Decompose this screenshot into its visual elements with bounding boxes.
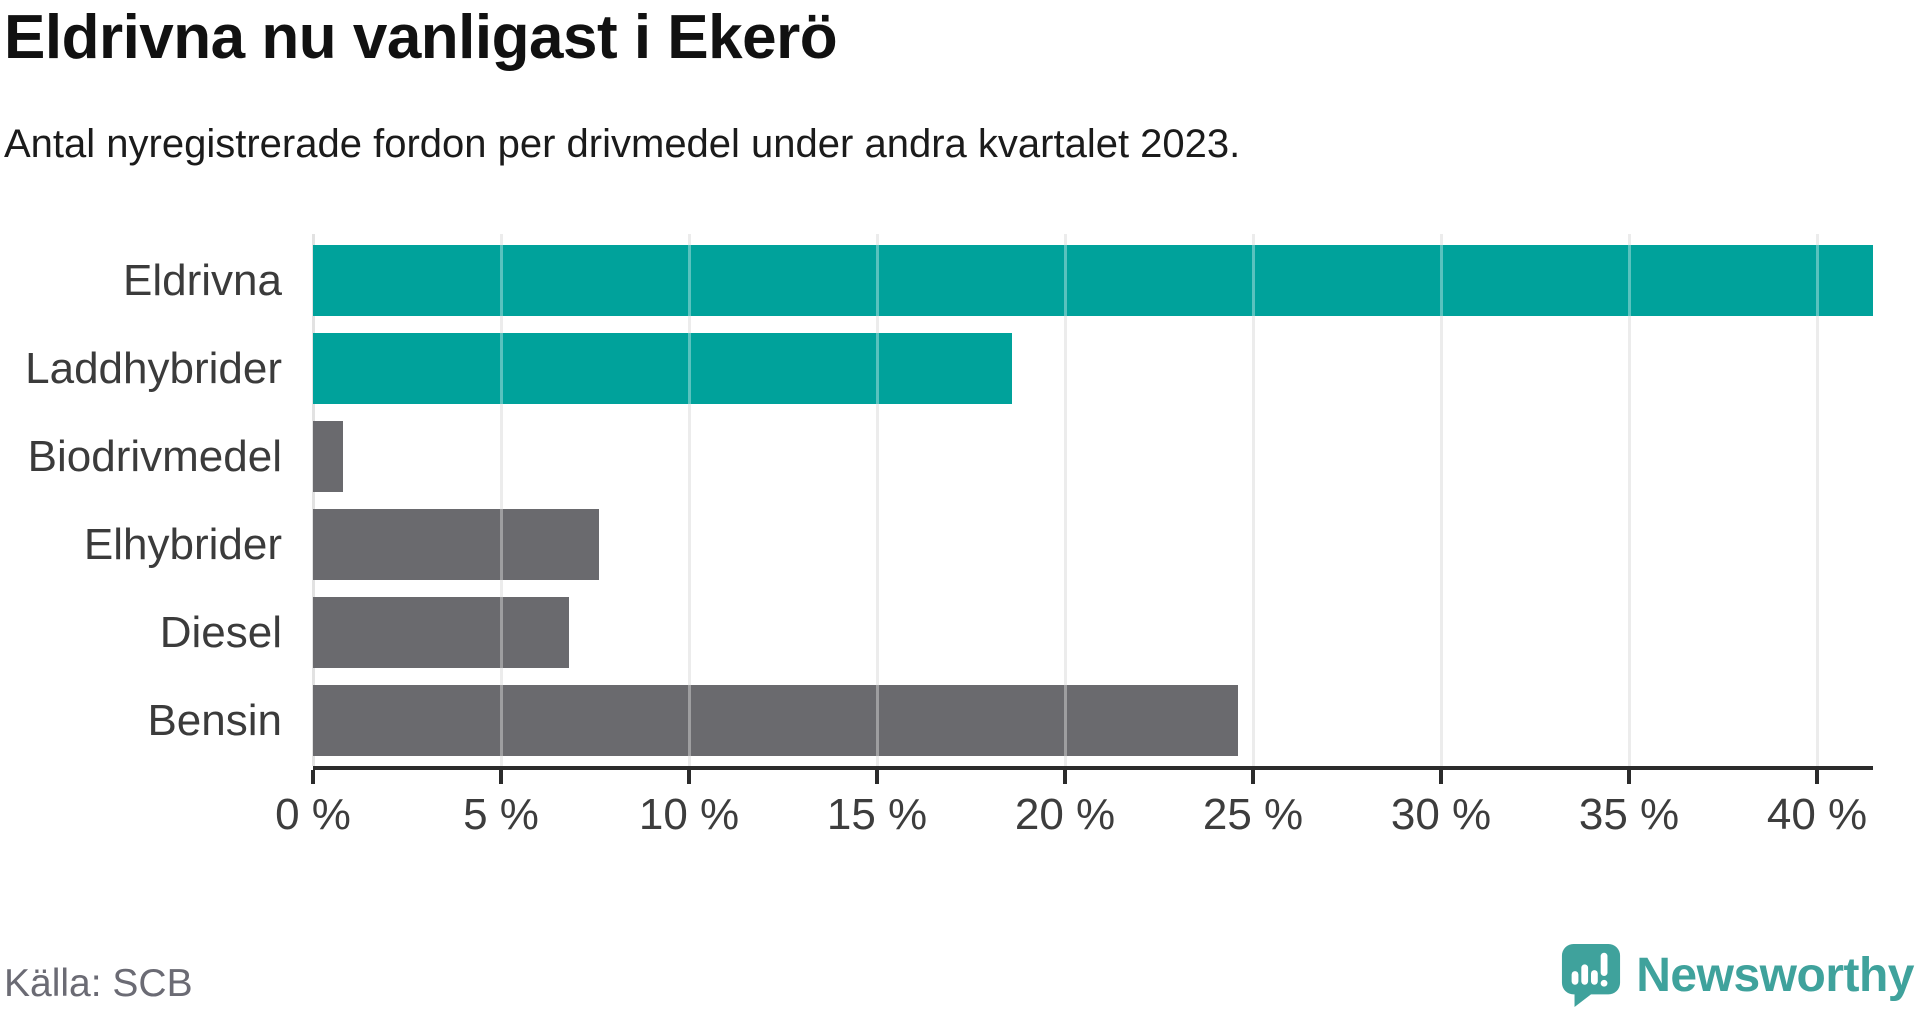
x-axis-tick-label: 15 % bbox=[826, 790, 928, 839]
gridline bbox=[1439, 234, 1443, 766]
x-axis-tick bbox=[499, 770, 503, 784]
bar-bensin bbox=[313, 685, 1238, 756]
gridline-overlay bbox=[1627, 234, 1631, 766]
bar-laddhybrider bbox=[313, 333, 1013, 404]
category-label: Eldrivna bbox=[123, 255, 282, 305]
gridline bbox=[1815, 234, 1819, 766]
bar-diesel bbox=[313, 597, 569, 668]
x-axis-tick-label: 10 % bbox=[638, 790, 740, 839]
gridline-overlay bbox=[1815, 234, 1819, 766]
source-note: Källa: SCB bbox=[4, 962, 193, 1005]
gridline bbox=[1251, 234, 1255, 766]
category-label: Elhybrider bbox=[83, 519, 282, 569]
gridline bbox=[875, 234, 879, 766]
x-axis-tick-label: 5 % bbox=[463, 790, 539, 839]
gridline-overlay bbox=[499, 234, 503, 766]
gridline bbox=[1063, 234, 1067, 766]
x-axis-tick bbox=[1251, 770, 1255, 784]
x-axis-tick-label: 30 % bbox=[1390, 790, 1492, 839]
x-axis-tick-label: 35 % bbox=[1578, 790, 1680, 839]
brand-wordmark: Newsworthy bbox=[1636, 948, 1914, 1002]
x-axis-tick bbox=[1627, 770, 1631, 784]
gridline bbox=[311, 234, 315, 766]
chart-subtitle: Antal nyregistrerade fordon per drivmede… bbox=[4, 122, 1241, 166]
x-axis-tick-label: 25 % bbox=[1202, 790, 1304, 839]
bar-biodrivmedel bbox=[313, 421, 344, 492]
newsworthy-icon bbox=[1560, 942, 1622, 1008]
category-label: Bensin bbox=[147, 695, 282, 745]
brand-logo: Newsworthy bbox=[1560, 942, 1914, 1008]
gridline-overlay bbox=[875, 234, 879, 766]
x-axis-tick bbox=[687, 770, 691, 784]
x-axis-line bbox=[313, 766, 1874, 770]
x-axis-tick-label: 40 % bbox=[1766, 790, 1868, 839]
x-axis-tick bbox=[1815, 770, 1819, 784]
gridline-overlay bbox=[1439, 234, 1443, 766]
x-axis-tick bbox=[875, 770, 879, 784]
bar-eldrivna bbox=[313, 245, 1874, 316]
bar-elhybrider bbox=[313, 509, 599, 580]
x-axis-tick bbox=[1439, 770, 1443, 784]
category-label: Diesel bbox=[159, 607, 282, 657]
x-axis-tick bbox=[1063, 770, 1067, 784]
chart-title: Eldrivna nu vanligast i Ekerö bbox=[4, 3, 838, 72]
gridline-overlay bbox=[687, 234, 691, 766]
category-label: Laddhybrider bbox=[25, 343, 282, 393]
gridline-overlay bbox=[1063, 234, 1067, 766]
gridline bbox=[687, 234, 691, 766]
gridline bbox=[1627, 234, 1631, 766]
x-axis-tick-label: 20 % bbox=[1014, 790, 1116, 839]
category-label: Biodrivmedel bbox=[27, 431, 282, 481]
gridline bbox=[499, 234, 503, 766]
x-axis-tick bbox=[311, 770, 315, 784]
gridline-overlay bbox=[1251, 234, 1255, 766]
x-axis-tick-label: 0 % bbox=[275, 790, 351, 839]
